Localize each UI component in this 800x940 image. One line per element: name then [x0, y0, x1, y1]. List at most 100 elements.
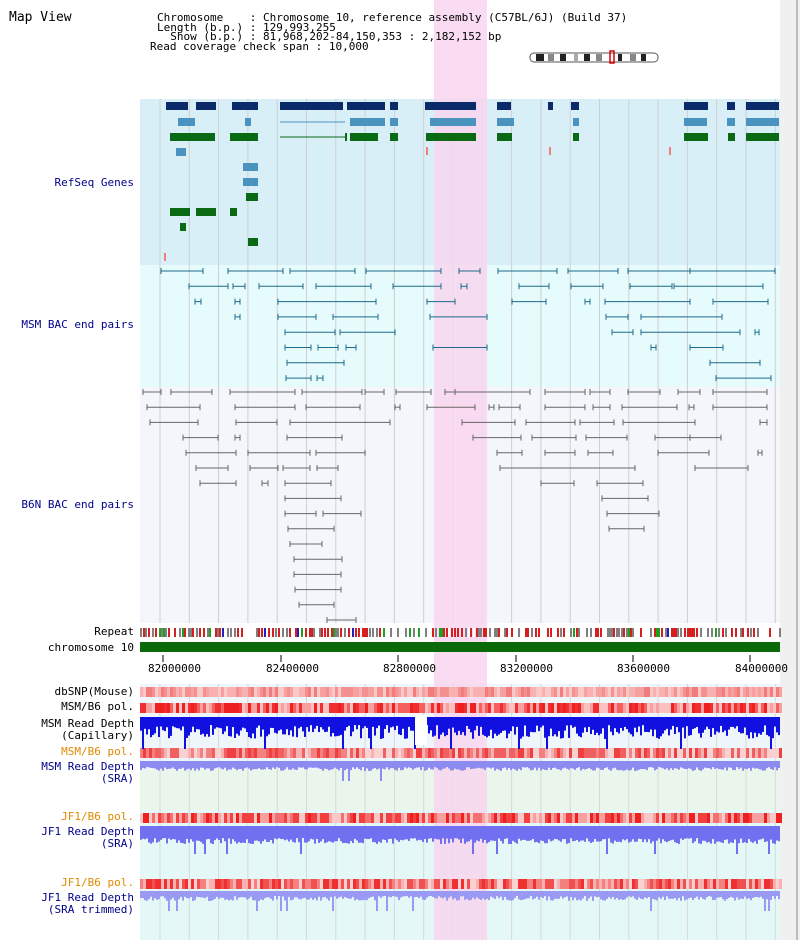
depth-bar — [590, 826, 592, 843]
heat-cell — [728, 879, 731, 889]
heat-cell — [686, 687, 689, 697]
depth-bar — [386, 891, 388, 911]
depth-bar — [210, 826, 212, 844]
heat-cell — [395, 687, 398, 697]
heat-cell — [542, 687, 545, 697]
depth-bar — [584, 891, 586, 897]
depth-bar — [280, 717, 282, 730]
depth-bar — [556, 761, 558, 769]
depth-bar — [530, 891, 532, 897]
heat-cell — [152, 703, 155, 713]
depth-bar — [606, 891, 608, 900]
depth-bar — [708, 761, 710, 769]
gene-exon — [196, 102, 216, 110]
depth-bar — [172, 826, 174, 839]
heat-cell — [188, 879, 191, 889]
depth-bar — [342, 761, 344, 781]
depth-bar — [324, 761, 326, 769]
gene-exon — [178, 118, 195, 126]
heat-cell — [731, 748, 734, 758]
heat-cell — [674, 879, 677, 889]
depth-bar — [320, 761, 322, 770]
heat-cell — [527, 879, 530, 889]
repeat-element — [473, 628, 475, 637]
depth-bar — [708, 826, 710, 842]
depth-bar — [316, 891, 318, 901]
heat-cell — [266, 703, 269, 713]
depth-bar — [296, 826, 298, 839]
repeat-element — [234, 628, 236, 637]
heat-cell — [569, 748, 572, 758]
depth-bar — [542, 717, 544, 726]
depth-bar — [750, 891, 752, 901]
depth-bar — [486, 826, 488, 844]
depth-bar — [170, 761, 172, 769]
depth-bar — [568, 717, 570, 738]
depth-bar — [224, 717, 226, 732]
depth-bar — [298, 761, 300, 768]
depth-bar — [228, 761, 230, 770]
depth-bar — [500, 826, 502, 841]
heat-cell — [611, 879, 614, 889]
depth-bar — [144, 826, 146, 840]
heat-cell — [548, 703, 551, 713]
depth-bar — [380, 761, 382, 781]
heat-cell — [701, 687, 704, 697]
gene-exon — [390, 118, 398, 126]
heat-cell — [701, 748, 704, 758]
depth-bar — [236, 826, 238, 844]
depth-bar — [700, 826, 702, 844]
heat-cell — [479, 703, 482, 713]
depth-bar — [646, 826, 648, 843]
depth-bar — [252, 826, 254, 844]
depth-bar — [656, 761, 658, 770]
depth-bar — [588, 891, 590, 899]
depth-bar — [496, 761, 498, 769]
repeat-element — [613, 628, 615, 637]
depth-bar — [162, 891, 164, 897]
heat-cell — [410, 748, 413, 758]
heat-cell — [674, 687, 677, 697]
heat-cell — [449, 703, 452, 713]
track-label-b6n-bac[interactable]: B6N BAC end pairs — [21, 498, 134, 511]
depth-bar — [656, 826, 658, 841]
heat-cell — [740, 813, 743, 823]
heat-cell — [737, 703, 740, 713]
heat-cell — [149, 748, 152, 758]
track-label-refseq[interactable]: RefSeq Genes — [54, 176, 134, 189]
heat-cell — [314, 813, 317, 823]
repeat-element — [604, 628, 606, 637]
ideogram-band — [596, 54, 602, 61]
heat-cell — [566, 748, 569, 758]
depth-bar — [732, 826, 734, 844]
heat-cell — [761, 703, 764, 713]
heat-cell — [506, 748, 509, 758]
heat-cell — [596, 687, 599, 697]
depth-bar — [300, 891, 302, 900]
depth-bar — [720, 826, 722, 843]
depth-bar — [692, 761, 694, 771]
repeat-element — [656, 628, 658, 637]
heat-cell — [587, 687, 590, 697]
depth-bar — [216, 761, 218, 768]
gene-exon — [497, 102, 511, 110]
repeat-element — [673, 628, 675, 637]
depth-bar — [288, 826, 290, 842]
ideogram-band — [641, 54, 646, 61]
repeat-element — [696, 628, 698, 637]
depth-bar — [718, 826, 720, 842]
heat-cell — [458, 703, 461, 713]
heat-cell — [167, 879, 170, 889]
chromosome-label: Chromosome — [157, 11, 244, 24]
gene-exon — [280, 102, 343, 110]
heat-cell — [167, 748, 170, 758]
depth-bar — [328, 826, 330, 842]
heat-cell — [221, 748, 224, 758]
depth-bar — [604, 891, 606, 901]
heat-cell — [749, 879, 752, 889]
heat-cell — [224, 813, 227, 823]
track-label-msm-bac[interactable]: MSM BAC end pairs — [21, 318, 134, 331]
heat-cell — [269, 703, 272, 713]
depth-bar — [194, 891, 196, 901]
depth-bar — [296, 891, 298, 898]
